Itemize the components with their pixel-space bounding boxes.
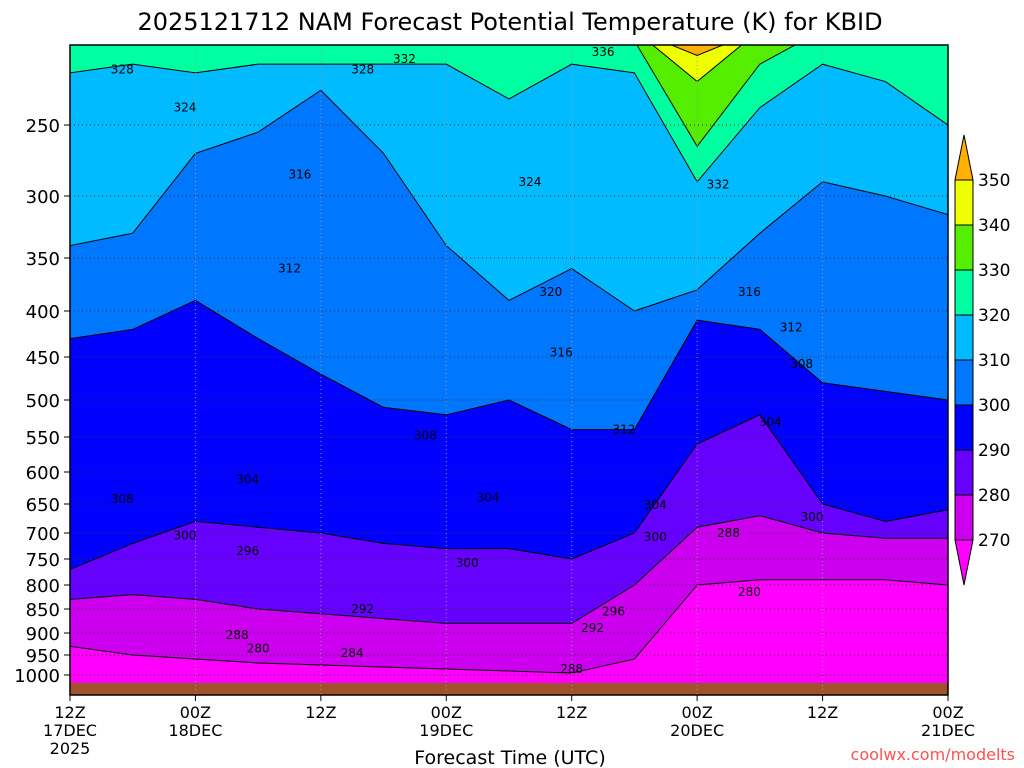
credit-link[interactable]: coolwx.com/modelts — [851, 745, 1015, 764]
x-tick-label: 12Z — [807, 703, 838, 722]
contour-label: 284 — [341, 646, 364, 660]
contour-label: 324 — [174, 101, 197, 115]
y-tick-label: 900 — [26, 624, 60, 645]
y-tick-label: 1000 — [14, 666, 60, 687]
contour-label: 288 — [717, 526, 740, 540]
contour-label: 304 — [644, 498, 667, 512]
chart-title: 2025121712 NAM Forecast Potential Temper… — [137, 8, 882, 36]
x-tick-label: 00Z — [932, 703, 963, 722]
plot-area — [70, 45, 948, 695]
contour-label: 308 — [414, 429, 437, 443]
x-tick-label: 00Z — [180, 703, 211, 722]
ground-terrain — [70, 683, 948, 695]
x-tick-label: 19DEC — [419, 721, 473, 740]
contour-label: 324 — [518, 175, 541, 189]
legend-label: 320 — [978, 306, 1010, 326]
legend-label: 340 — [978, 216, 1010, 236]
y-tick-label: 700 — [26, 524, 60, 545]
y-tick-label: 650 — [26, 495, 60, 516]
y-tick-label: 500 — [26, 391, 60, 412]
contour-label: 280 — [247, 641, 270, 655]
x-axis-label: Forecast Time (UTC) — [414, 747, 605, 768]
contour-label: 304 — [759, 415, 782, 429]
contour-label: 328 — [351, 62, 374, 76]
contour-label: 300 — [801, 510, 824, 524]
y-tick-label: 350 — [26, 249, 60, 270]
x-tick-label: 00Z — [431, 703, 462, 722]
legend-label: 330 — [978, 261, 1010, 281]
contour-label: 296 — [236, 544, 259, 558]
contour-label: 328 — [111, 62, 134, 76]
contour-label: 288 — [226, 628, 249, 642]
band-360 — [670, 45, 725, 56]
y-tick-label: 600 — [26, 463, 60, 484]
y-tick-label: 300 — [26, 187, 60, 208]
contour-label: 304 — [236, 473, 259, 487]
legend-label: 270 — [978, 531, 1010, 551]
contour-label: 292 — [581, 621, 604, 635]
contour-label: 292 — [351, 602, 374, 616]
x-tick-label: 17DEC — [43, 721, 97, 740]
contour-label: 312 — [613, 423, 636, 437]
color-legend: 350 340 330 320 310 300 290 280 270 — [954, 134, 1010, 586]
legend-swatch — [954, 179, 974, 226]
contour-label: 336 — [592, 45, 615, 59]
legend-swatch — [954, 404, 974, 451]
x-tick-label: 20DEC — [670, 721, 724, 740]
plot-frame — [69, 44, 949, 696]
x-tick-label: 18DEC — [168, 721, 222, 740]
legend-swatch — [954, 494, 974, 541]
x-tick-label: 12Z — [305, 703, 336, 722]
x-tick-label: 21DEC — [921, 721, 975, 740]
contour-label: 304 — [477, 491, 500, 505]
contour-label: 320 — [539, 285, 562, 299]
contour-label: 316 — [288, 168, 311, 182]
x-tick-label: 12Z — [54, 703, 85, 722]
y-axis: 250 300 350 400 450 500 550 600 650 700 750 800 850 9… — [14, 116, 70, 687]
y-tick-label: 950 — [26, 646, 60, 667]
contour-label: 308 — [790, 357, 813, 371]
y-tick-label: 750 — [26, 550, 60, 571]
band-340 — [636, 45, 797, 148]
legend-swatch — [954, 224, 974, 271]
contour-label: 296 — [602, 604, 625, 618]
contour-label: 312 — [780, 321, 803, 335]
legend-label: 310 — [978, 351, 1010, 371]
x-tick-label: 00Z — [681, 703, 712, 722]
contour-label: 300 — [644, 530, 667, 544]
legend-label: 350 — [978, 171, 1010, 191]
contour-label: 288 — [560, 662, 583, 676]
legend-label: 300 — [978, 396, 1010, 416]
legend-swatch — [954, 269, 974, 316]
y-tick-label: 450 — [26, 348, 60, 369]
contour-label: 308 — [111, 492, 134, 506]
x-tick-label: 12Z — [556, 703, 587, 722]
y-tick-label: 550 — [26, 428, 60, 449]
contour-label: 300 — [456, 556, 479, 570]
legend-swatch — [954, 449, 974, 496]
legend-label: 280 — [978, 486, 1010, 506]
y-tick-label: 250 — [26, 116, 60, 137]
legend-swatch — [954, 359, 974, 406]
legend-swatch — [954, 314, 974, 361]
contour-label: 280 — [738, 585, 761, 599]
y-tick-label: 400 — [26, 302, 60, 323]
contour-label: 332 — [393, 52, 416, 66]
contour-label: 332 — [707, 178, 730, 192]
contour-label: 316 — [550, 345, 573, 359]
x-tick-label: 2025 — [50, 739, 91, 758]
contour-labels: 328 332 328 336 324 316 324 332 312 320 316 312 316 3… — [111, 45, 824, 676]
legend-arrow-bottom — [954, 539, 974, 586]
legend-arrow-top — [954, 134, 974, 181]
contour-label: 316 — [738, 285, 761, 299]
y-tick-label: 850 — [26, 600, 60, 621]
contour-label: 300 — [174, 529, 197, 543]
legend-label: 290 — [978, 441, 1010, 461]
y-tick-label: 800 — [26, 576, 60, 597]
contour-label: 312 — [278, 262, 301, 276]
band-350 — [651, 45, 743, 83]
